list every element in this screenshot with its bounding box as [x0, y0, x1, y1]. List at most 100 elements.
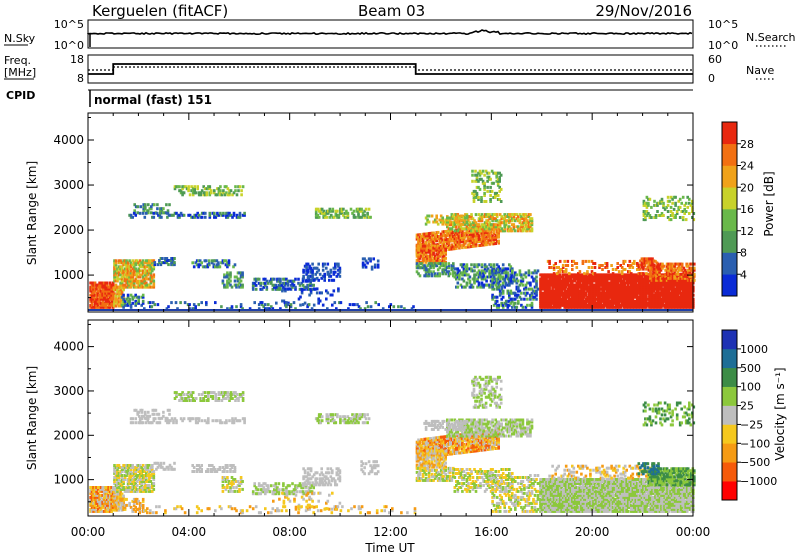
- scatter-cell: [241, 283, 244, 287]
- scatter-cell: [551, 281, 554, 285]
- scatter-cell: [543, 295, 547, 299]
- scatter-cell: [108, 305, 112, 309]
- scatter-cell: [542, 299, 545, 303]
- scatter-cell: [432, 258, 435, 262]
- scatter-cell: [453, 267, 457, 271]
- scatter-cell: [107, 291, 110, 295]
- scatter-cell: [515, 217, 519, 221]
- scatter-cell: [498, 279, 502, 283]
- scatter-cell: [482, 283, 485, 287]
- scatter-cell: [543, 301, 547, 305]
- scatter-cell: [649, 263, 653, 267]
- scatter-cell: [315, 270, 319, 274]
- scatter-cell: [542, 293, 545, 297]
- scatter-cell: [548, 289, 551, 293]
- scatter-cell: [330, 213, 333, 217]
- scatter-cell: [492, 281, 496, 285]
- scatter-cell: [657, 283, 660, 287]
- scatter-cell: [90, 295, 94, 299]
- scatter-cell: [449, 227, 452, 231]
- scatter-cell: [568, 295, 571, 299]
- scatter-cell: [441, 244, 444, 248]
- scatter-cell: [149, 305, 152, 309]
- scatter-cell: [167, 259, 170, 262]
- scatter-cell: [176, 215, 180, 219]
- scatter-cell: [435, 260, 438, 264]
- scatter-cell: [206, 263, 210, 267]
- scatter-cell: [673, 262, 676, 266]
- scatter-cell: [477, 229, 481, 233]
- scatter-cell: [270, 277, 273, 281]
- scatter-cell: [426, 274, 429, 278]
- scatter-cell: [500, 303, 503, 307]
- scatter-cell: [564, 268, 568, 271]
- scatter-cell: [96, 289, 100, 293]
- scatter-cell: [554, 305, 557, 309]
- scatter-cell: [620, 303, 624, 307]
- scatter-cell: [442, 230, 446, 234]
- scatter-cell: [426, 254, 429, 258]
- scatter-cell: [607, 299, 610, 303]
- scatter-cell: [578, 283, 582, 287]
- scatter-cell: [577, 285, 580, 289]
- scatter-cell: [241, 185, 245, 189]
- scatter-cell: [592, 262, 595, 265]
- scatter-cell: [453, 213, 457, 217]
- scatter-cell: [666, 291, 669, 295]
- scatter-cell: [596, 297, 600, 301]
- scatter-cell: [524, 213, 528, 217]
- scatter-cell: [483, 185, 486, 189]
- scatter-cell: [222, 189, 225, 193]
- scatter-cell: [220, 193, 224, 197]
- scatter-cell: [123, 285, 127, 289]
- scatter-cell: [471, 242, 475, 246]
- scatter-cell: [583, 285, 586, 289]
- scatter-cell: [415, 264, 419, 268]
- scatter-cell: [637, 277, 641, 281]
- scatter-cell: [116, 298, 119, 302]
- scatter-cell: [506, 267, 510, 271]
- scatter-cell: [491, 242, 494, 246]
- scatter-cell: [561, 285, 565, 289]
- scatter-cell: [646, 289, 650, 293]
- scatter-cell: [521, 229, 525, 233]
- scatter-cell: [337, 287, 340, 291]
- scatter-cell: [587, 266, 591, 269]
- scatter-cell: [611, 295, 615, 299]
- scatter-cell: [545, 277, 548, 281]
- scatter-cell: [104, 285, 107, 289]
- scatter-cell: [580, 285, 583, 289]
- scatter-cell: [581, 303, 585, 307]
- scatter-cell: [208, 261, 211, 265]
- scatter-cell: [495, 299, 499, 303]
- scatter-cell: [623, 275, 627, 279]
- scatter-cell: [540, 297, 544, 301]
- scatter-cell: [577, 293, 580, 297]
- scatter-cell: [581, 275, 585, 279]
- scatter-cell: [441, 242, 444, 246]
- scatter-cell: [468, 267, 472, 271]
- scatter-cell: [676, 285, 680, 289]
- scatter-cell: [108, 301, 112, 305]
- scatter-cell: [557, 299, 560, 303]
- scatter-cell: [672, 287, 675, 291]
- scatter-cell: [467, 277, 470, 281]
- scatter-cell: [627, 295, 630, 299]
- scatter-cell: [645, 287, 648, 291]
- scatter-cell: [456, 220, 460, 224]
- scatter-cell: [418, 254, 422, 258]
- scatter-cell: [438, 249, 441, 252]
- scatter-cell: [92, 283, 95, 287]
- scatter-cell: [571, 297, 574, 301]
- scatter-cell: [589, 273, 592, 277]
- scatter-cell: [104, 295, 107, 299]
- scatter-cell: [98, 297, 101, 301]
- scatter-cell: [456, 285, 460, 289]
- scatter-cell: [141, 281, 145, 285]
- scatter-cell: [625, 297, 628, 301]
- scatter-cell: [90, 293, 94, 297]
- scatter-cell: [549, 301, 553, 305]
- scatter-cell: [114, 283, 118, 287]
- scatter-cell: [577, 275, 580, 279]
- scatter-cell: [658, 301, 662, 305]
